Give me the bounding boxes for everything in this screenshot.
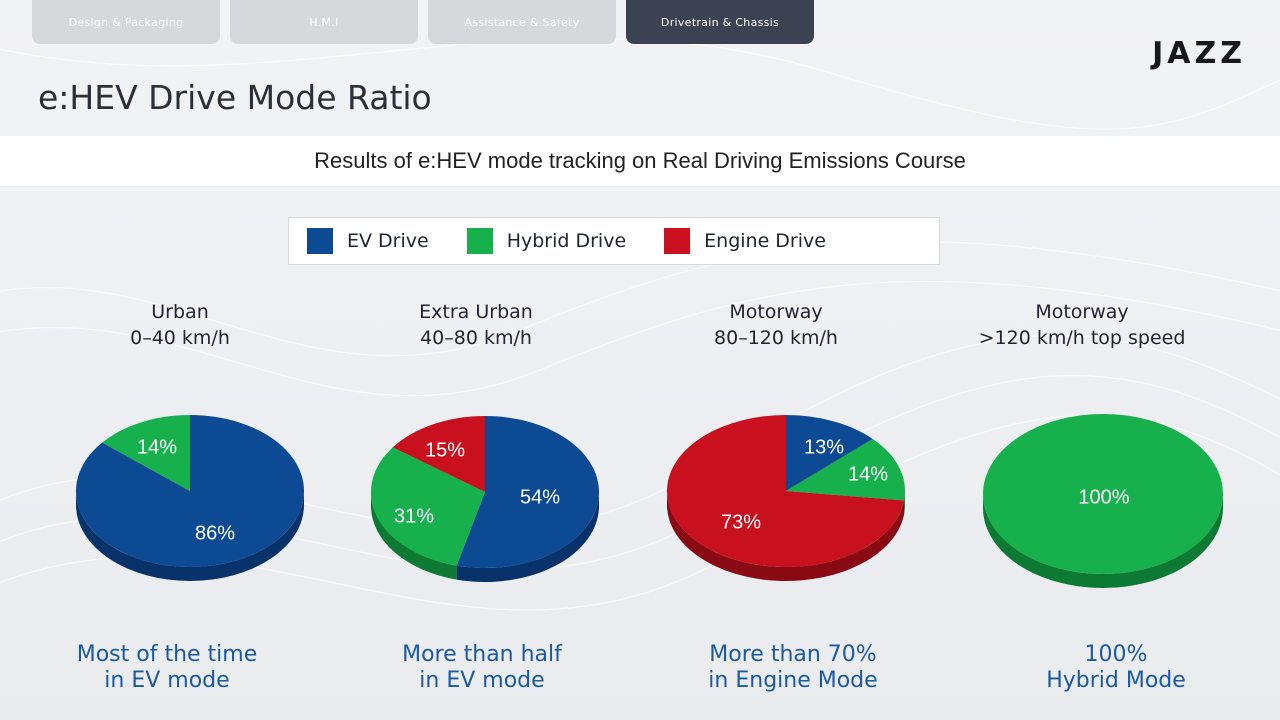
pie-heading-line2: 0–40 km/h: [130, 327, 230, 349]
pie-label-hybrid-drive: 100%: [1078, 486, 1129, 508]
page-title: e:HEV Drive Mode Ratio: [38, 78, 432, 117]
pie-label-ev-drive: 54%: [520, 486, 560, 508]
pie-side-engine-drive: [667, 491, 905, 581]
legend-label-engine: Engine Drive: [704, 230, 826, 252]
pie-heading-motorway-80-120: Motorway 80–120 km/h: [626, 299, 926, 351]
pie-side: [667, 491, 905, 581]
pie-slice-hybrid-drive: [102, 415, 190, 491]
pie-slice-hybrid-drive: [983, 414, 1223, 574]
pie-label-ev-drive: 86%: [195, 522, 235, 544]
pie-chart-3: 13%14% 73%: [667, 415, 905, 581]
pie-chart-4: 100%: [983, 414, 1223, 588]
pie-slice-hybrid-drive: [370, 447, 485, 566]
pie-caption-urban: Most of the time in EV mode: [7, 642, 327, 694]
pie-caption-line1: Most of the time: [76, 642, 258, 667]
pie-side-ev-drive: [456, 492, 599, 582]
tab-design-packaging[interactable]: Design & Packaging: [32, 0, 220, 44]
pie-caption-extra-urban: More than half in EV mode: [322, 642, 642, 694]
pie-label-hybrid-drive: 31%: [394, 505, 434, 527]
legend-item-hybrid: Hybrid Drive: [466, 228, 627, 254]
pie-label-hybrid-drive: 14%: [137, 436, 177, 458]
tab-hmi[interactable]: H.M.I: [230, 0, 418, 44]
pie-side: [76, 491, 304, 581]
section-tabs: Design & Packaging H.M.I Assistance & Sa…: [32, 0, 814, 44]
pie-heading-urban: Urban 0–40 km/h: [30, 299, 330, 351]
pie-caption-motorway-120: 100% Hybrid Mode: [956, 642, 1276, 694]
pie-side-hybrid-drive: [983, 494, 1223, 588]
legend-swatch-hybrid: [466, 228, 493, 254]
pie-caption-line2: in EV mode: [104, 668, 230, 693]
pie-caption-line2: in Engine Mode: [708, 668, 878, 693]
pie-caption-line2: in EV mode: [419, 668, 545, 693]
pie-label-ev-drive: 13%: [804, 436, 844, 458]
legend-item-engine: Engine Drive: [664, 228, 826, 254]
pie-label-engine-drive: 15%: [425, 439, 465, 461]
legend-swatch-engine: [664, 228, 691, 254]
legend-label-ev: EV Drive: [347, 230, 429, 252]
pie-heading-extra-urban: Extra Urban 40–80 km/h: [326, 299, 626, 351]
pie-heading-line2: 80–120 km/h: [714, 327, 838, 349]
pie-chart-1: 86% 14%: [75, 415, 304, 581]
pie-heading-line1: Extra Urban: [419, 301, 533, 323]
pie-heading-line1: Motorway: [729, 301, 823, 323]
pie-slice-hybrid-drive: [786, 438, 905, 501]
pie-label-engine-drive: 73%: [721, 511, 761, 533]
pie-heading-line1: Motorway: [1035, 301, 1129, 323]
pie-caption-line1: More than half: [402, 642, 562, 667]
tab-drivetrain-chassis[interactable]: Drivetrain & Chassis: [626, 0, 814, 44]
brand-logo: JAZZ: [1152, 36, 1246, 71]
pie-caption-line1: More than 70%: [709, 642, 877, 667]
pie-side-hybrid-drive: [371, 492, 457, 580]
pie-caption-line2: Hybrid Mode: [1046, 668, 1186, 693]
pie-heading-line1: Urban: [151, 301, 209, 323]
legend-label-hybrid: Hybrid Drive: [506, 230, 627, 252]
pie-chart-2: 54% 31% 15%: [370, 416, 600, 582]
pie-heading-motorway-120: Motorway >120 km/h top speed: [932, 299, 1232, 351]
pie-caption-line1: 100%: [1084, 642, 1148, 667]
chart-subtitle: Results of e:HEV mode tracking on Real D…: [314, 148, 966, 173]
pie-side: [371, 492, 599, 582]
pie-side-ev-drive: [76, 491, 304, 581]
legend-item-ev: EV Drive: [307, 228, 429, 254]
pie-slice-ev-drive: [456, 416, 600, 568]
tab-assistance-safety[interactable]: Assistance & Safety: [428, 0, 616, 44]
pie-label-hybrid-drive: 14%: [848, 463, 888, 485]
pie-side-hybrid-drive: [904, 491, 905, 515]
pie-heading-line2: 40–80 km/h: [420, 327, 532, 349]
pie-caption-motorway-80-120: More than 70% in Engine Mode: [633, 642, 953, 694]
subtitle-band: Results of e:HEV mode tracking on Real D…: [0, 136, 1280, 186]
pie-slice-engine-drive: [667, 415, 905, 568]
pie-side: [983, 494, 1223, 588]
chart-legend: EV Drive Hybrid Drive Engine Drive: [288, 217, 940, 265]
pie-slice-ev-drive: [786, 415, 873, 491]
legend-swatch-ev: [307, 228, 333, 254]
pie-slice-engine-drive: [392, 416, 485, 492]
pie-heading-line2: >120 km/h top speed: [978, 327, 1186, 349]
